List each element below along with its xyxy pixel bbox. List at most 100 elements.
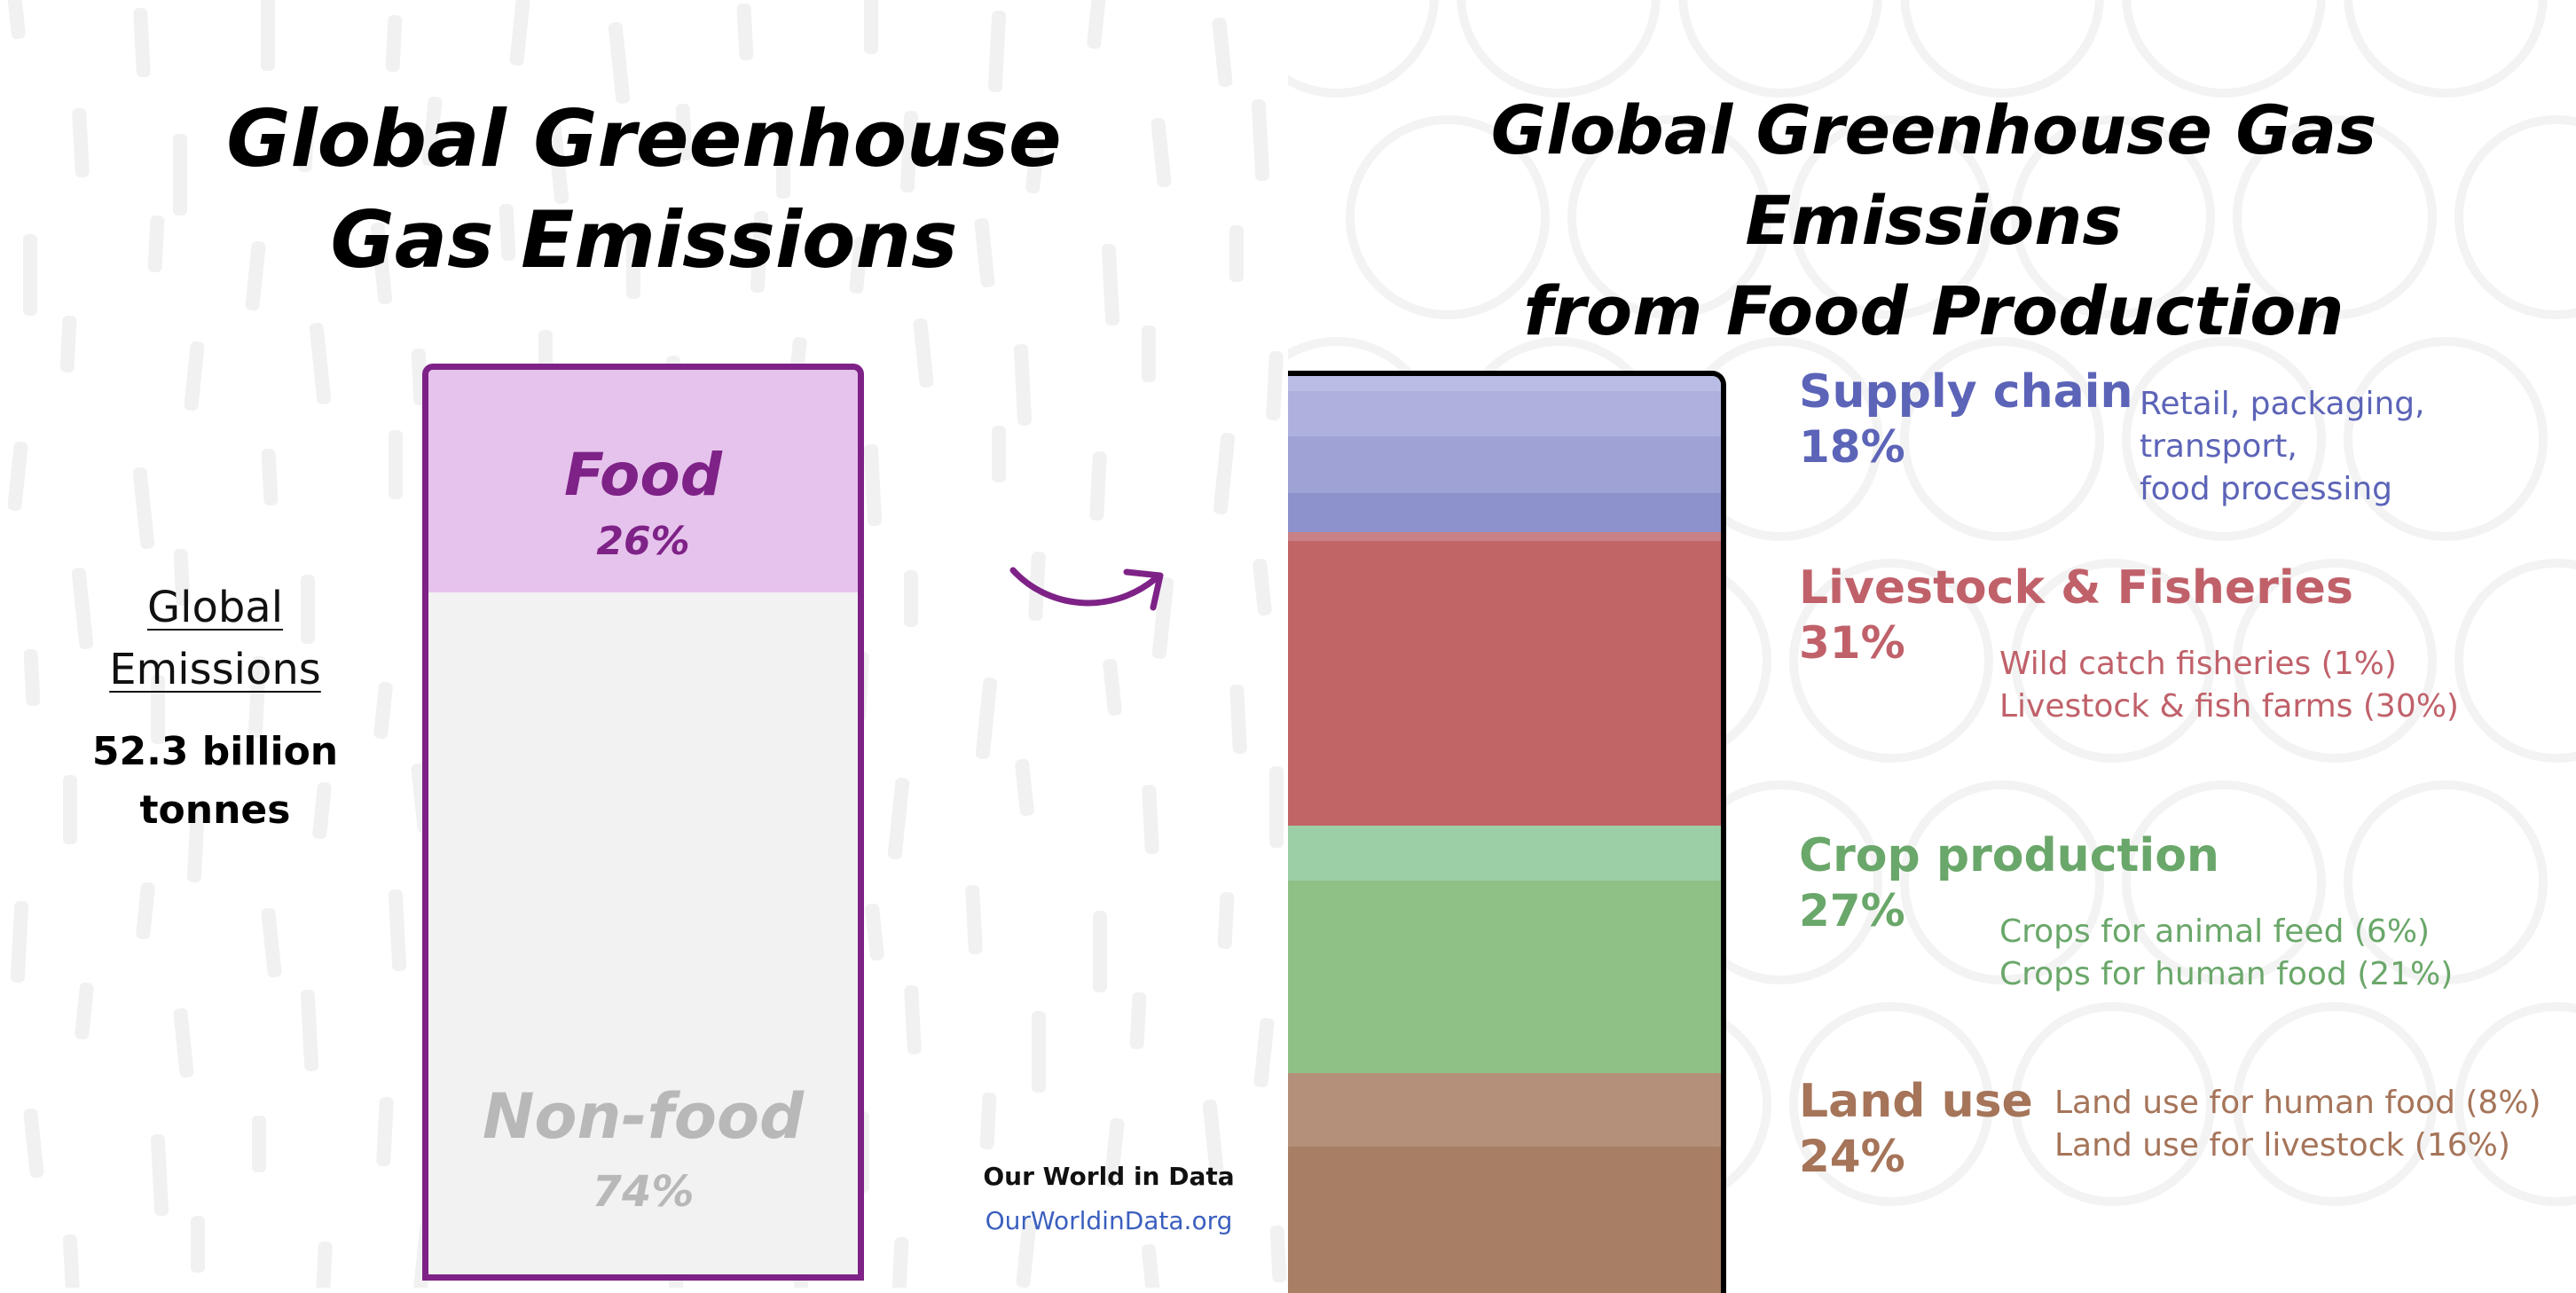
- background-mark: [626, 230, 640, 299]
- background-mark: [301, 575, 315, 644]
- credit-name: Our World in Data: [983, 1162, 1235, 1191]
- global-value-line2: tonnes: [139, 788, 291, 833]
- background-mark: [147, 215, 165, 273]
- background-mark: [864, 903, 885, 961]
- global-label-line2: Emissions: [109, 645, 321, 694]
- background-ring: [2233, 115, 2437, 319]
- background-ring: [2454, 559, 2576, 763]
- background-mark: [979, 1092, 997, 1150]
- food-segment: Food 26%: [428, 370, 858, 592]
- background-mark: [1129, 991, 1147, 1050]
- background-mark: [5, 0, 27, 40]
- stack-band-0-1: [1288, 390, 1721, 438]
- background-mark: [172, 1007, 195, 1078]
- global-emissions-label: Global Emissions: [53, 576, 377, 701]
- category-detail-supply-chain: Retail, packaging, transport, food proce…: [2140, 383, 2425, 511]
- background-mark: [1013, 343, 1033, 427]
- background-mark: [62, 1234, 82, 1288]
- stack-band-3-0: [1288, 1072, 1721, 1148]
- right-chart-title: Global Greenhouse Gas Emissions from Foo…: [1339, 85, 2528, 357]
- background-mark: [260, 907, 283, 978]
- background-mark: [1213, 432, 1236, 515]
- background-mark: [1229, 684, 1248, 755]
- background-mark: [1252, 558, 1273, 616]
- category-name-livestock: Livestock & Fisheries: [1799, 561, 2353, 615]
- detail-line: Livestock & fish farms (30%): [1999, 688, 2459, 725]
- background-ring: [2344, 780, 2548, 984]
- global-value-line1: 52.3 billion: [91, 729, 339, 774]
- category-detail-livestock: Wild catch fisheries (1%) Livestock & fi…: [1999, 643, 2459, 728]
- background-mark: [22, 1108, 45, 1179]
- background-mark: [10, 900, 29, 983]
- stack-band-2-0: [1288, 825, 1721, 882]
- category-percent-crop-production: 27%: [1799, 885, 1905, 936]
- stack-band-0-4: [1288, 531, 1721, 543]
- background-ring: [2011, 115, 2215, 319]
- background-mark: [135, 882, 156, 940]
- background-mark: [309, 322, 332, 405]
- background-mark: [375, 1096, 395, 1167]
- background-mark: [1142, 325, 1156, 382]
- background-mark: [1014, 758, 1035, 817]
- background-ring: [1567, 115, 1771, 319]
- background-ring: [2344, 337, 2548, 541]
- background-mark: [314, 1241, 334, 1288]
- background-mark: [1217, 891, 1235, 950]
- background-ring: [2233, 559, 2437, 763]
- background-ring: [1900, 337, 2104, 541]
- background-mark: [903, 984, 923, 1055]
- background-mark: [776, 129, 790, 199]
- background-mark: [912, 317, 935, 388]
- background-mark: [191, 1216, 205, 1273]
- background-ring: [2122, 0, 2326, 98]
- category-name-crop-production: Crop production: [1799, 829, 2219, 882]
- background-ring: [1789, 559, 1993, 763]
- nonfood-label: Non-food: [482, 1080, 805, 1153]
- stack-band-0-0: [1288, 376, 1721, 392]
- background-mark: [74, 982, 95, 1040]
- left-chart-title: Global Greenhouse Gas Emissions: [200, 89, 1088, 291]
- detail-line: Land use for human food (8%): [2054, 1085, 2541, 1121]
- global-label-line1: Global: [146, 583, 284, 632]
- background-mark: [736, 3, 754, 61]
- background-mark: [300, 989, 319, 1072]
- background-mark: [1150, 117, 1173, 188]
- background-ring: [2122, 337, 2326, 541]
- background-mark: [1101, 243, 1120, 326]
- global-emissions-bar: Food 26% Non-food 74%: [422, 364, 864, 1281]
- background-mark: [385, 14, 403, 73]
- food-emissions-stacked-bar: [1288, 371, 1726, 1293]
- right-title-line2: from Food Production: [1523, 271, 2344, 350]
- background-mark: [150, 1133, 169, 1217]
- food-label: Food: [564, 441, 722, 509]
- left-title-line2: Gas Emissions: [330, 194, 958, 286]
- background-ring: [2122, 780, 2326, 984]
- detail-line: Retail, packaging,: [2140, 386, 2425, 422]
- background-mark: [1269, 1225, 1287, 1283]
- background-mark: [63, 775, 77, 844]
- background-mark: [1141, 784, 1160, 855]
- detail-line: Land use for livestock (16%): [2054, 1127, 2510, 1164]
- background-mark: [132, 466, 155, 550]
- background-ring: [1789, 1002, 1993, 1206]
- background-mark: [6, 441, 29, 512]
- background-ring: [1900, 780, 2104, 984]
- background-mark: [863, 443, 883, 527]
- global-emissions-value: 52.3 billion tonnes: [53, 723, 377, 840]
- credit-link[interactable]: OurWorldinData.org: [985, 1206, 1233, 1235]
- background-ring: [1678, 0, 1882, 98]
- background-mark: [252, 1116, 266, 1172]
- stack-band-3-1: [1288, 1146, 1721, 1293]
- background-mark: [1102, 658, 1123, 717]
- background-mark: [1088, 451, 1108, 521]
- stack-band-1-0: [1288, 541, 1721, 827]
- background-mark: [864, 0, 878, 54]
- right-title-line1: Global Greenhouse Gas Emissions: [1490, 90, 2377, 260]
- detail-line: Wild catch fisheries (1%): [1999, 646, 2397, 682]
- background-mark: [1229, 225, 1244, 282]
- background-mark: [1141, 1243, 1164, 1288]
- category-detail-crop-production: Crops for animal feed (6%) Crops for hum…: [1999, 911, 2453, 996]
- background-ring: [2233, 1002, 2437, 1206]
- stack-band-0-2: [1288, 436, 1721, 495]
- background-ring: [1346, 115, 1550, 319]
